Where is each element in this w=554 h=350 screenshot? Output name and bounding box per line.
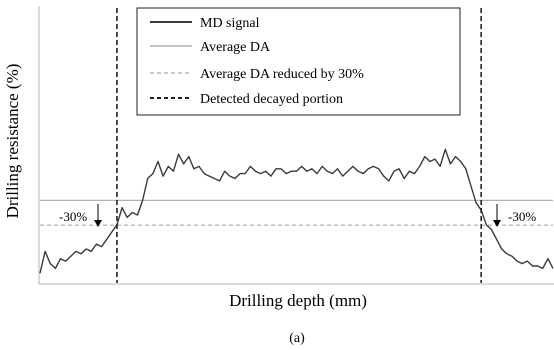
annotation-right: -30% <box>493 204 536 227</box>
decayed-portion-layer <box>116 8 482 283</box>
y-axis-title: Drilling resistance (%) <box>3 64 22 219</box>
legend-label-average-da: Average DA <box>200 40 271 55</box>
annotation-right-arrow-head <box>493 220 501 227</box>
md-signal-line <box>39 148 554 274</box>
average-da-layer <box>40 199 553 226</box>
md-signal-layer <box>39 148 554 274</box>
annotation-left-label: -30% <box>59 209 87 224</box>
figure-caption: (a) <box>289 331 305 346</box>
legend-label-average-da-reduced: Average DA reduced by 30% <box>200 67 364 82</box>
legend-box <box>136 7 461 116</box>
annotation-left-arrow-head <box>94 220 102 227</box>
legend-label-md-signal: MD signal <box>200 16 260 31</box>
legend-label-decayed-portion: Detected decayed portion <box>200 92 343 107</box>
annotation-right-label: -30% <box>508 209 536 224</box>
annotation-left: -30% <box>59 204 102 227</box>
x-axis-title: Drilling depth (mm) <box>229 291 367 310</box>
legend: MD signal Average DA Average DA reduced … <box>136 7 461 116</box>
